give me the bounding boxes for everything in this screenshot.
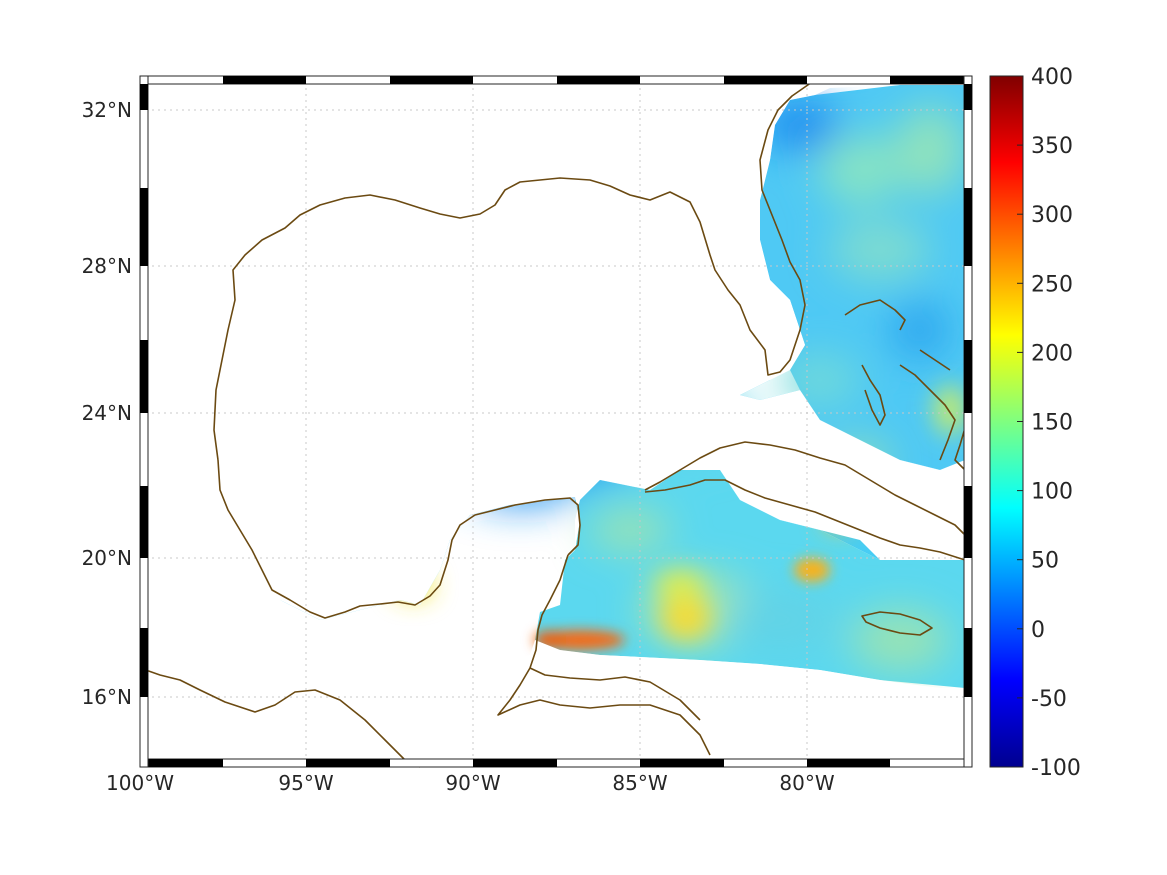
colorbar-tick-label: 400 <box>1031 65 1073 90</box>
longitude-labels: 100°W 95°W 90°W 85°W 80°W <box>106 771 835 795</box>
lat-label-20n: 20°N <box>82 546 132 570</box>
lon-label-90w: 90°W <box>445 771 500 795</box>
colorbar-tick-label: -100 <box>1031 756 1081 781</box>
latitude-labels: 32°N 28°N 24°N 20°N 16°N <box>82 98 132 709</box>
colorbar-tick-label: 350 <box>1031 134 1073 159</box>
lon-label-95w: 95°W <box>278 771 333 795</box>
coastline-central-america <box>139 667 421 768</box>
lon-label-80w: 80°W <box>779 771 834 795</box>
graticule <box>140 76 972 767</box>
colorbar-tick-label: 100 <box>1031 480 1073 505</box>
coastline-hispaniola <box>954 427 966 471</box>
map-frame <box>139 75 973 768</box>
lon-label-85w: 85°W <box>612 771 667 795</box>
colorbar-tick-label: 200 <box>1031 341 1073 366</box>
colorbar-tick-label: 0 <box>1031 618 1045 643</box>
coastline-honduras <box>529 667 701 721</box>
coastline-jamaica <box>861 611 933 636</box>
lat-label-24n: 24°N <box>82 401 132 425</box>
colorbar-tick-label: -50 <box>1031 687 1067 712</box>
lon-label-100w: 100°W <box>106 771 174 795</box>
lat-label-16n: 16°N <box>82 685 132 709</box>
coastline-yucatan-east <box>497 554 711 756</box>
colorbar: 400 350 300 250 200 150 100 50 0 -50 -100 <box>989 65 1081 781</box>
lat-label-28n: 28°N <box>82 254 132 278</box>
coastlines <box>139 79 966 768</box>
colorbar-tick-label: 250 <box>1031 272 1073 297</box>
colorbar-ticks: 400 350 300 250 200 150 100 50 0 -50 -100 <box>1017 65 1081 781</box>
colorbar-tick-label: 50 <box>1031 549 1059 574</box>
coastline-us-gulf <box>213 79 816 461</box>
colorbar-tick-label: 300 <box>1031 203 1073 228</box>
lat-label-32n: 32°N <box>82 98 132 122</box>
coastline-bahamas <box>844 299 956 461</box>
colorbar-tick-label: 150 <box>1031 411 1073 436</box>
coastline-cuba <box>644 441 966 561</box>
coastline-mexico-gulf <box>217 459 581 619</box>
